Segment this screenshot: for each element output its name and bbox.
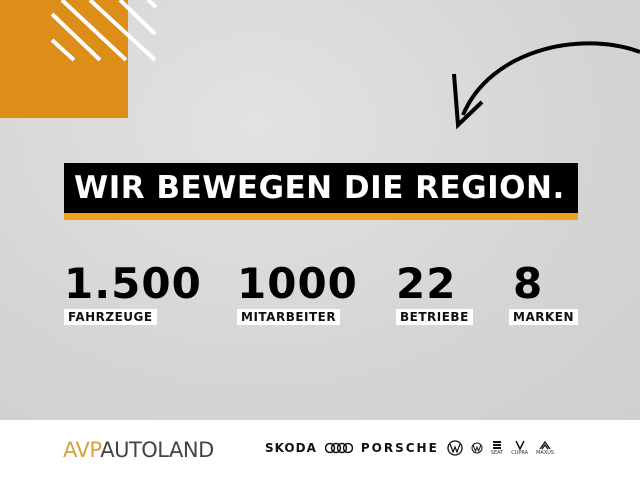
stripe [146, 0, 158, 9]
headline-underline [64, 213, 578, 220]
maxus-label: MAXUS [536, 450, 555, 456]
logo-part: AVP [63, 438, 101, 462]
stripe [50, 12, 102, 62]
stripe [50, 38, 76, 62]
stat-label: MITARBEITER [237, 309, 341, 325]
vw-commercial-icon [471, 442, 483, 454]
porsche-logo: PORSCHE [360, 441, 439, 455]
logo-part: AUTOLAND [100, 438, 214, 462]
decoration [50, 0, 640, 130]
stat-locations: 22 BETRIEBE [396, 262, 473, 325]
stat-label: MARKEN [509, 309, 579, 325]
stat-employees: 1000 MITARBEITER [237, 262, 358, 325]
maxus-icon [539, 440, 551, 450]
curved-arrow-icon [461, 41, 640, 116]
stat-label: FAHRZEUGE [64, 309, 157, 325]
stat-label: BETRIEBE [396, 309, 473, 325]
audi-rings-icon [324, 442, 353, 454]
seat-logo: SEAT [491, 440, 503, 456]
seat-icon [493, 441, 501, 449]
headline: WIR BEWEGEN DIE REGION. [64, 163, 578, 213]
stat-value: 22 [396, 259, 457, 308]
seat-label: SEAT [490, 450, 504, 456]
stat-value: 1000 [237, 259, 358, 308]
maxus-logo: MAXUS [536, 440, 554, 456]
stat-vehicles: 1.500 FAHRZEUGE [64, 262, 202, 325]
cupra-icon [514, 440, 525, 450]
brand-logos: SKODA PORSCHE SEAT CUPRA MAXUS [265, 440, 554, 456]
stat-brands: 8 MARKEN [509, 259, 579, 325]
skoda-logo: SKODA [265, 441, 317, 455]
stat-value: 1.500 [64, 259, 202, 308]
stripe [60, 0, 128, 62]
arrowhead-icon [452, 73, 484, 130]
stripe [88, 0, 157, 62]
stat-value: 8 [513, 259, 544, 308]
avp-autoland-logo: AVPAUTOLAND [63, 438, 214, 462]
cupra-logo: CUPRA [511, 440, 528, 456]
stripe [118, 0, 157, 36]
vw-logo-icon [447, 440, 463, 456]
cupra-label: CUPRA [511, 450, 529, 456]
footer: AVPAUTOLAND SKODA PORSCHE SEAT CUPRA MAX… [0, 420, 640, 480]
orange-square [0, 0, 128, 118]
